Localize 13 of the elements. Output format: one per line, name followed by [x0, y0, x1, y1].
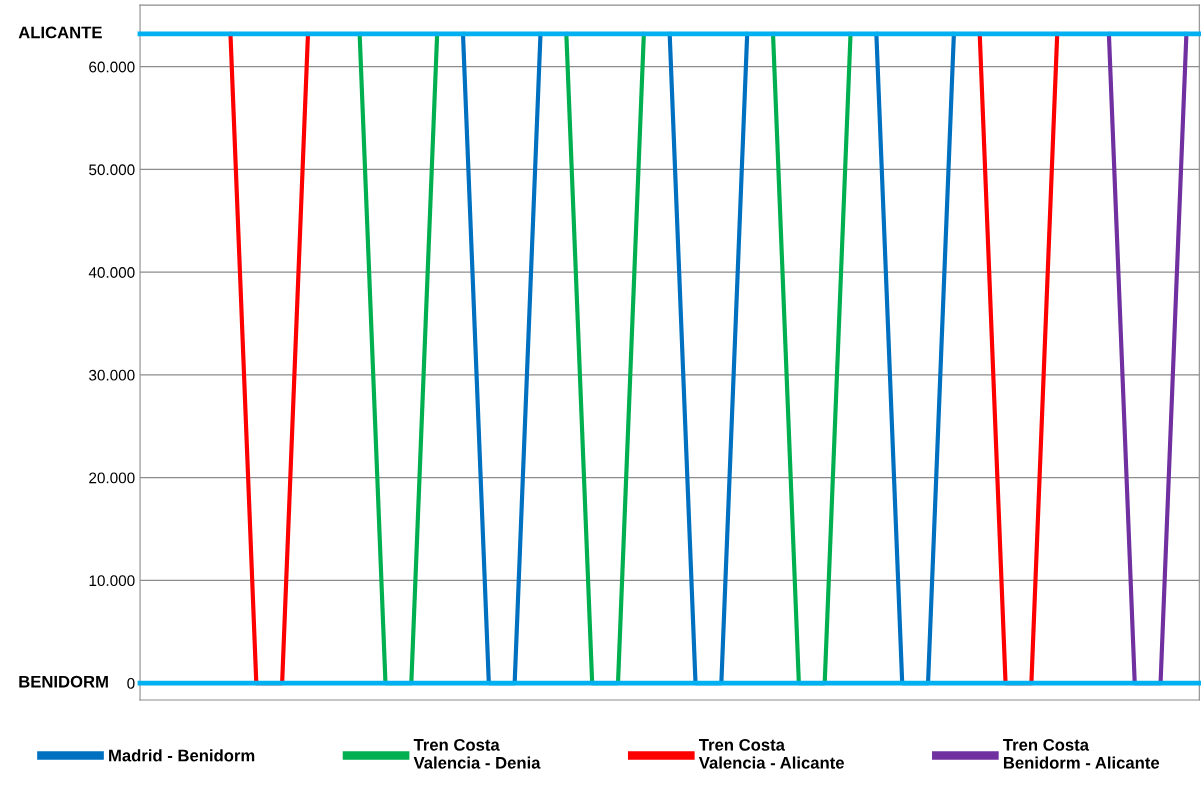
y-tick-label: 40.000	[88, 267, 135, 278]
legend-label: Tren Costa Valencia - Alicante	[698, 738, 844, 769]
y-tick-label: 60.000	[89, 61, 135, 73]
legend-label: Tren Costa Valencia - Denia	[413, 738, 541, 769]
y-tick-label: 50.000	[89, 164, 135, 176]
legend-label: Tren Costa Benidorm - Alicante	[1003, 738, 1160, 769]
y-tick-label: 10.000	[89, 575, 135, 587]
legend-label: Madrid - Benidorm	[109, 749, 255, 762]
y-tick-label: 0	[127, 677, 135, 689]
y-tick-label: 20.000	[89, 472, 135, 484]
y-tick-label: 30.000	[89, 369, 135, 381]
ref-line-label: ALICANTE	[18, 26, 102, 39]
ref-line-label: BENIDORM	[19, 675, 108, 688]
